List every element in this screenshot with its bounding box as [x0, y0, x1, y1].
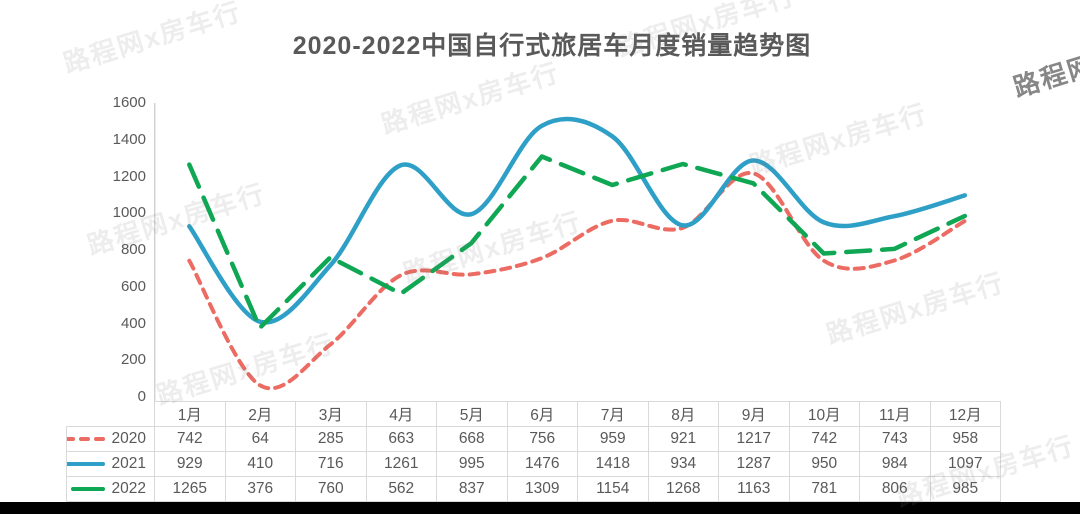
value-cell: 1418	[577, 451, 649, 477]
value-cell: 929	[154, 451, 226, 477]
y-axis-label: 600	[120, 277, 146, 295]
month-header: 3月	[295, 401, 367, 427]
legend-long-dash-line-icon-2022	[70, 487, 105, 491]
value-cell: 950	[788, 451, 860, 477]
value-cell: 985	[929, 476, 1001, 502]
month-header: 2月	[224, 401, 296, 427]
value-cell: 959	[577, 426, 649, 452]
table-row-2020: 2020 742 64 285 663 668 756 959 921 1217 742 743 958	[66, 426, 1001, 452]
value-cell: 781	[788, 476, 860, 502]
value-cell: 1217	[718, 426, 790, 452]
value-cell: 410	[224, 451, 296, 477]
value-cell: 1287	[718, 451, 790, 477]
legend-dashed-line-icon-2020	[67, 437, 105, 441]
month-header: 10月	[788, 401, 860, 427]
month-header: 6月	[506, 401, 578, 427]
value-cell: 984	[859, 451, 931, 477]
value-cell: 958	[929, 426, 1001, 452]
value-cell: 376	[224, 476, 296, 502]
series-name: 2022	[111, 480, 146, 497]
watermark-text: 路程网x房车行	[745, 98, 932, 181]
value-cell: 1261	[365, 451, 437, 477]
value-cell: 742	[788, 426, 860, 452]
trend-line-chart	[154, 103, 968, 425]
watermark-text: 路程网x房车行	[822, 267, 1009, 350]
table-corner-empty	[67, 402, 155, 427]
month-header: 4月	[365, 401, 437, 427]
month-header-row: 1月 2月 3月 4月 5月 6月 7月 8月 9月 10月 11月 12月	[67, 401, 1001, 427]
y-axis-label: 1000	[112, 204, 146, 222]
value-cell: 1163	[718, 476, 790, 502]
series-line-2022	[187, 154, 968, 331]
value-cell: 1268	[647, 476, 719, 502]
watermark-text: 路程网x房车行	[399, 206, 586, 289]
month-header: 1月	[154, 401, 226, 427]
value-cell: 285	[295, 426, 367, 452]
value-cell: 668	[436, 426, 508, 452]
month-header: 8月	[647, 401, 719, 427]
data-table: 1月 2月 3月 4月 5月 6月 7月 8月 9月 10月 11月 12月 2020 742 64 285 6…	[66, 401, 1001, 502]
value-cell: 806	[859, 476, 931, 502]
series-name: 2020	[111, 430, 146, 447]
series-name: 2021	[111, 455, 146, 472]
value-cell: 663	[365, 426, 437, 452]
y-axis-label: 200	[120, 351, 146, 369]
y-axis-label: 0	[137, 388, 146, 405]
chart-title: 2020-2022中国自行式旅居车月度销量趋势图	[292, 32, 812, 60]
value-cell: 760	[295, 476, 367, 502]
value-cell: 995	[436, 451, 508, 477]
value-cell: 716	[295, 451, 367, 477]
bottom-black-bar	[0, 502, 1080, 514]
value-cell: 743	[859, 426, 931, 452]
legend-cell-2020: 2020	[66, 426, 155, 452]
value-cell: 1097	[929, 451, 1001, 477]
month-header: 7月	[577, 401, 649, 427]
value-cell: 1265	[154, 476, 226, 502]
month-header: 12月	[929, 401, 1001, 427]
y-axis-label: 800	[120, 241, 146, 258]
y-axis-label: 1200	[112, 167, 146, 185]
value-cell: 1476	[506, 451, 578, 477]
value-cell: 1154	[577, 476, 649, 502]
legend-cell-2022: 2022	[66, 476, 155, 502]
legend-cell-2021: 2021	[66, 451, 155, 477]
series-line-2020	[187, 171, 967, 391]
value-cell: 934	[647, 451, 719, 477]
value-cell: 756	[506, 426, 578, 452]
value-cell: 64	[224, 426, 296, 452]
series-line-2021	[187, 116, 968, 325]
value-cell: 562	[365, 476, 437, 502]
value-cell: 921	[647, 426, 719, 452]
table-row-2021: 2021 929 410 716 1261 995 1476 1418 934 1287 950 98…	[66, 451, 1001, 477]
value-cell: 1309	[506, 476, 578, 502]
watermark-text: 路程网x房车行	[377, 57, 564, 140]
watermark-text: 路程网x房车行	[152, 328, 339, 411]
value-cell: 742	[154, 426, 226, 452]
legend-solid-line-icon-2021	[67, 462, 105, 466]
month-header: 5月	[436, 401, 508, 427]
month-header: 11月	[859, 401, 931, 427]
y-axis-label: 400	[120, 314, 146, 332]
month-header: 9月	[718, 401, 790, 427]
y-axis-label: 1400	[112, 130, 146, 148]
table-row-2022: 2022 1265 376 760 562 837 1309 1154 1268 1163 781 8…	[66, 476, 1001, 502]
value-cell: 837	[436, 476, 508, 502]
y-axis-label: 1600	[112, 94, 146, 111]
